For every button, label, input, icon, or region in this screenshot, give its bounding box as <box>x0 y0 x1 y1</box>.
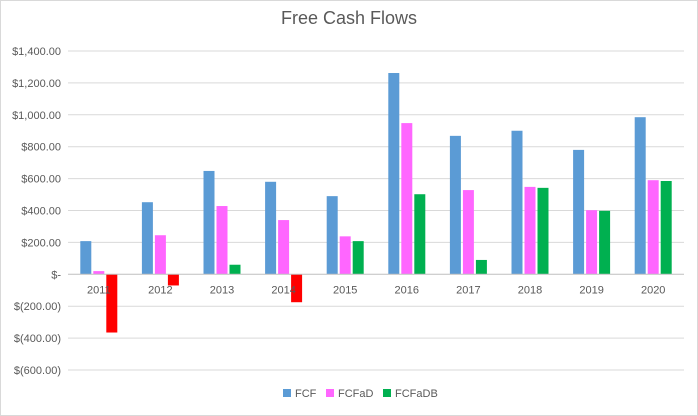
x-tick-label: 2012 <box>148 284 172 296</box>
bar-fcfadb-2016 <box>414 194 426 275</box>
bar-fcf-2012 <box>141 202 153 275</box>
bar-fcfad-2011 <box>93 271 105 275</box>
bar-fcf-2017 <box>449 135 461 275</box>
bar-fcfad-2012 <box>154 235 166 275</box>
bar-fcfad-2015 <box>339 236 351 275</box>
legend-label-fcf: FCF <box>295 388 317 400</box>
bar-fcf-2011 <box>80 241 92 275</box>
x-tick-label: 2017 <box>456 284 480 296</box>
legend-swatch-fcf <box>283 389 291 397</box>
bar-fcfad-2016 <box>401 123 413 275</box>
legend-swatch-fcfad <box>326 389 334 397</box>
legend-swatch-fcfadb <box>383 389 391 397</box>
y-tick-label: $200.00 <box>21 237 61 249</box>
bar-fcf-2019 <box>573 149 585 275</box>
bar-fcf-2014 <box>265 181 277 275</box>
x-tick-label: 2019 <box>579 284 603 296</box>
x-tick-label: 2011 <box>87 284 111 296</box>
chart-title: Free Cash Flows <box>280 8 418 28</box>
legend: FCF FCFaD FCFaDB <box>283 388 438 400</box>
bar-fcfadb-2013 <box>229 264 241 275</box>
bar-fcf-2020 <box>634 117 646 275</box>
y-tick-label: $600.00 <box>21 174 61 186</box>
bar-fcfad-2014 <box>278 220 290 275</box>
bar-fcfad-2017 <box>462 190 474 275</box>
legend-label-fcfadb: FCFaDB <box>395 388 438 400</box>
bar-fcfad-2018 <box>524 186 536 275</box>
y-tick-label: $1,000.00 <box>12 110 61 122</box>
bar-fcf-2013 <box>203 170 215 275</box>
bar-fcf-2018 <box>511 130 523 275</box>
legend-label-fcfad: FCFaD <box>338 388 374 400</box>
x-tick-label: 2016 <box>395 284 419 296</box>
y-tick-label: $(200.00) <box>14 301 61 313</box>
y-tick-label: $(400.00) <box>14 333 61 345</box>
y-tick-label: $400.00 <box>21 206 61 218</box>
bar-fcfadb-2011 <box>106 274 118 333</box>
y-tick-label: $1,400.00 <box>12 46 61 58</box>
y-tick-label: $800.00 <box>21 142 61 154</box>
y-tick-label: $- <box>51 269 61 281</box>
x-tick-label: 2020 <box>641 284 665 296</box>
bar-fcfadb-2014 <box>291 274 303 303</box>
bar-fcf-2015 <box>326 196 338 275</box>
bar-fcfadb-2020 <box>660 180 672 275</box>
bar-fcfadb-2018 <box>537 187 549 275</box>
bar-fcfadb-2017 <box>475 259 487 275</box>
x-tick-label: 2015 <box>333 284 357 296</box>
bar-fcfad-2013 <box>216 206 228 275</box>
bar-fcfadb-2012 <box>167 274 179 286</box>
x-tick-label: 2013 <box>210 284 234 296</box>
bar-fcfad-2020 <box>647 180 659 275</box>
x-tick-label: 2018 <box>518 284 542 296</box>
x-axis-ticks: 2011 2012 2013 2014 2015 2016 2017 2018 2019 2020 <box>87 284 665 296</box>
x-tick-label: 2014 <box>271 284 295 296</box>
bar-fcf-2016 <box>388 73 400 275</box>
y-axis-ticks: $1,400.00 $1,200.00 $1,000.00 $800.00 $600.0… <box>12 46 61 377</box>
y-tick-label: $(600.00) <box>14 365 61 377</box>
bar-fcfadb-2015 <box>352 241 364 275</box>
bars <box>80 73 672 333</box>
y-tick-label: $1,200.00 <box>12 78 61 90</box>
bar-fcfadb-2019 <box>599 210 611 275</box>
bar-fcfad-2019 <box>586 210 598 275</box>
